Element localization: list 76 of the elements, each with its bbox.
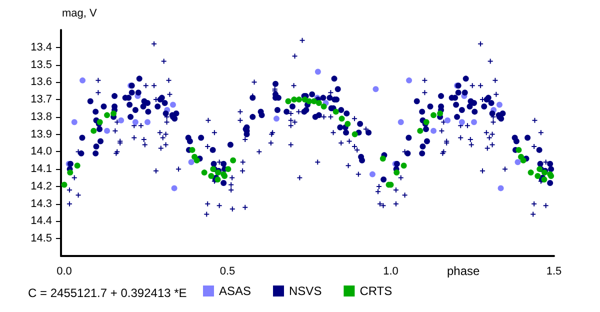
point bbox=[394, 170, 400, 176]
text: C = 2455121.7 + 0.392413 *E bbox=[28, 286, 187, 300]
x-tick-label: 0.0 bbox=[56, 266, 72, 278]
point bbox=[514, 159, 521, 166]
point bbox=[338, 116, 345, 122]
point bbox=[208, 173, 214, 180]
point bbox=[316, 100, 322, 106]
point bbox=[104, 128, 110, 134]
point bbox=[189, 146, 196, 153]
legend-label: CRTS bbox=[360, 284, 392, 298]
point bbox=[90, 128, 97, 134]
point bbox=[110, 110, 117, 116]
y-axis-title: mag, V bbox=[62, 8, 98, 20]
y-tick-label: 14.0 bbox=[30, 146, 52, 158]
point bbox=[430, 128, 437, 134]
y-tick-label: 14.1 bbox=[30, 163, 52, 176]
y-tick-label: 14.5 bbox=[30, 232, 52, 245]
point bbox=[372, 86, 379, 92]
point bbox=[444, 117, 451, 124]
x-tick-label: 0.5 bbox=[220, 266, 236, 278]
legend-label: ASAS bbox=[219, 284, 252, 298]
y-tick-label: 13.6 bbox=[30, 76, 52, 88]
point bbox=[104, 112, 110, 118]
x-tick-label: 1.5 bbox=[546, 266, 562, 278]
y-tick-label: 13.4 bbox=[30, 41, 52, 54]
point bbox=[194, 157, 200, 164]
point bbox=[296, 96, 302, 103]
y-tick-label: 14.2 bbox=[30, 180, 52, 192]
point bbox=[400, 162, 407, 169]
point bbox=[332, 108, 339, 115]
point bbox=[437, 110, 444, 116]
point bbox=[534, 173, 541, 180]
point bbox=[291, 96, 298, 103]
point bbox=[273, 116, 280, 122]
y-tick-label: 13.9 bbox=[30, 128, 52, 140]
y-tick-label: 14.4 bbox=[30, 215, 52, 228]
y-tick-label: 14.3 bbox=[30, 198, 52, 210]
point bbox=[369, 171, 376, 178]
x-axis-title: phase bbox=[447, 264, 480, 278]
point bbox=[430, 112, 437, 118]
point bbox=[118, 117, 124, 124]
point bbox=[67, 170, 74, 176]
point bbox=[74, 162, 80, 169]
point bbox=[188, 159, 194, 166]
point bbox=[344, 120, 351, 127]
point bbox=[311, 98, 318, 104]
point bbox=[61, 182, 68, 188]
point bbox=[380, 156, 386, 162]
point bbox=[406, 77, 412, 84]
point bbox=[516, 146, 522, 153]
point bbox=[498, 185, 504, 192]
point bbox=[71, 119, 78, 126]
point bbox=[201, 170, 208, 176]
point bbox=[398, 119, 404, 126]
point bbox=[285, 98, 292, 104]
x-tick-label: 1.0 bbox=[383, 266, 398, 278]
point bbox=[170, 102, 176, 108]
legend-label: NSVS bbox=[289, 284, 322, 298]
y-tick-label: 13.8 bbox=[30, 110, 52, 123]
point bbox=[225, 166, 232, 172]
point bbox=[144, 119, 151, 126]
point bbox=[528, 170, 534, 176]
point bbox=[80, 77, 86, 84]
point bbox=[458, 119, 465, 126]
y-tick-label: 13.7 bbox=[30, 94, 52, 106]
y-tick-label: 13.5 bbox=[30, 58, 52, 71]
point bbox=[471, 119, 478, 126]
point bbox=[417, 128, 424, 134]
point bbox=[132, 119, 138, 126]
point bbox=[320, 103, 327, 110]
point bbox=[171, 185, 178, 192]
point bbox=[496, 102, 502, 108]
point bbox=[520, 157, 526, 164]
point bbox=[352, 131, 358, 138]
point bbox=[230, 157, 236, 164]
point bbox=[314, 68, 321, 75]
